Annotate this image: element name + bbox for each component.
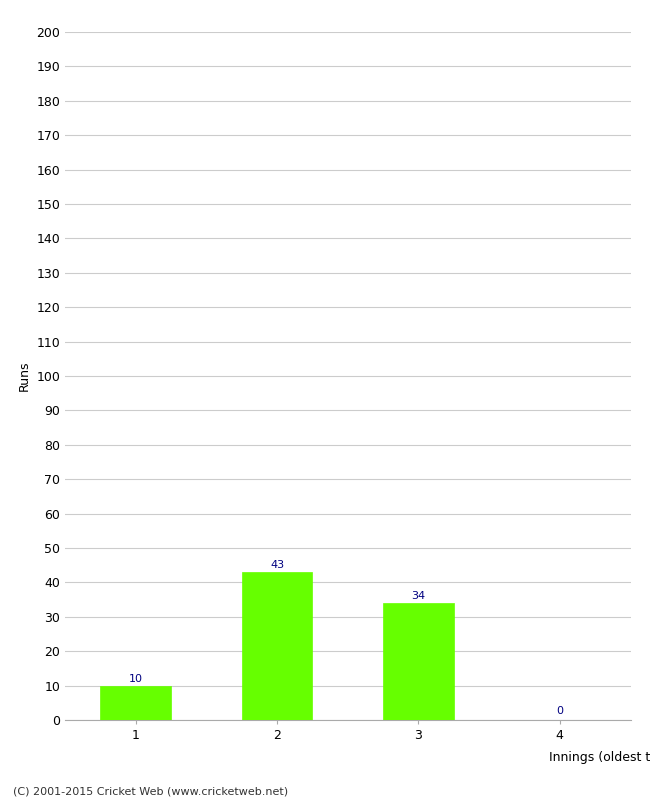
Bar (242, 572, 313, 720)
Bar (383, 603, 454, 720)
Text: 34: 34 (411, 591, 426, 602)
Text: 43: 43 (270, 560, 284, 570)
Y-axis label: Runs: Runs (18, 361, 31, 391)
Text: (C) 2001-2015 Cricket Web (www.cricketweb.net): (C) 2001-2015 Cricket Web (www.cricketwe… (13, 786, 288, 796)
Text: 0: 0 (556, 706, 564, 716)
Text: 10: 10 (129, 674, 143, 684)
Bar (100, 686, 171, 720)
X-axis label: Innings (oldest to newest): Innings (oldest to newest) (549, 751, 650, 764)
